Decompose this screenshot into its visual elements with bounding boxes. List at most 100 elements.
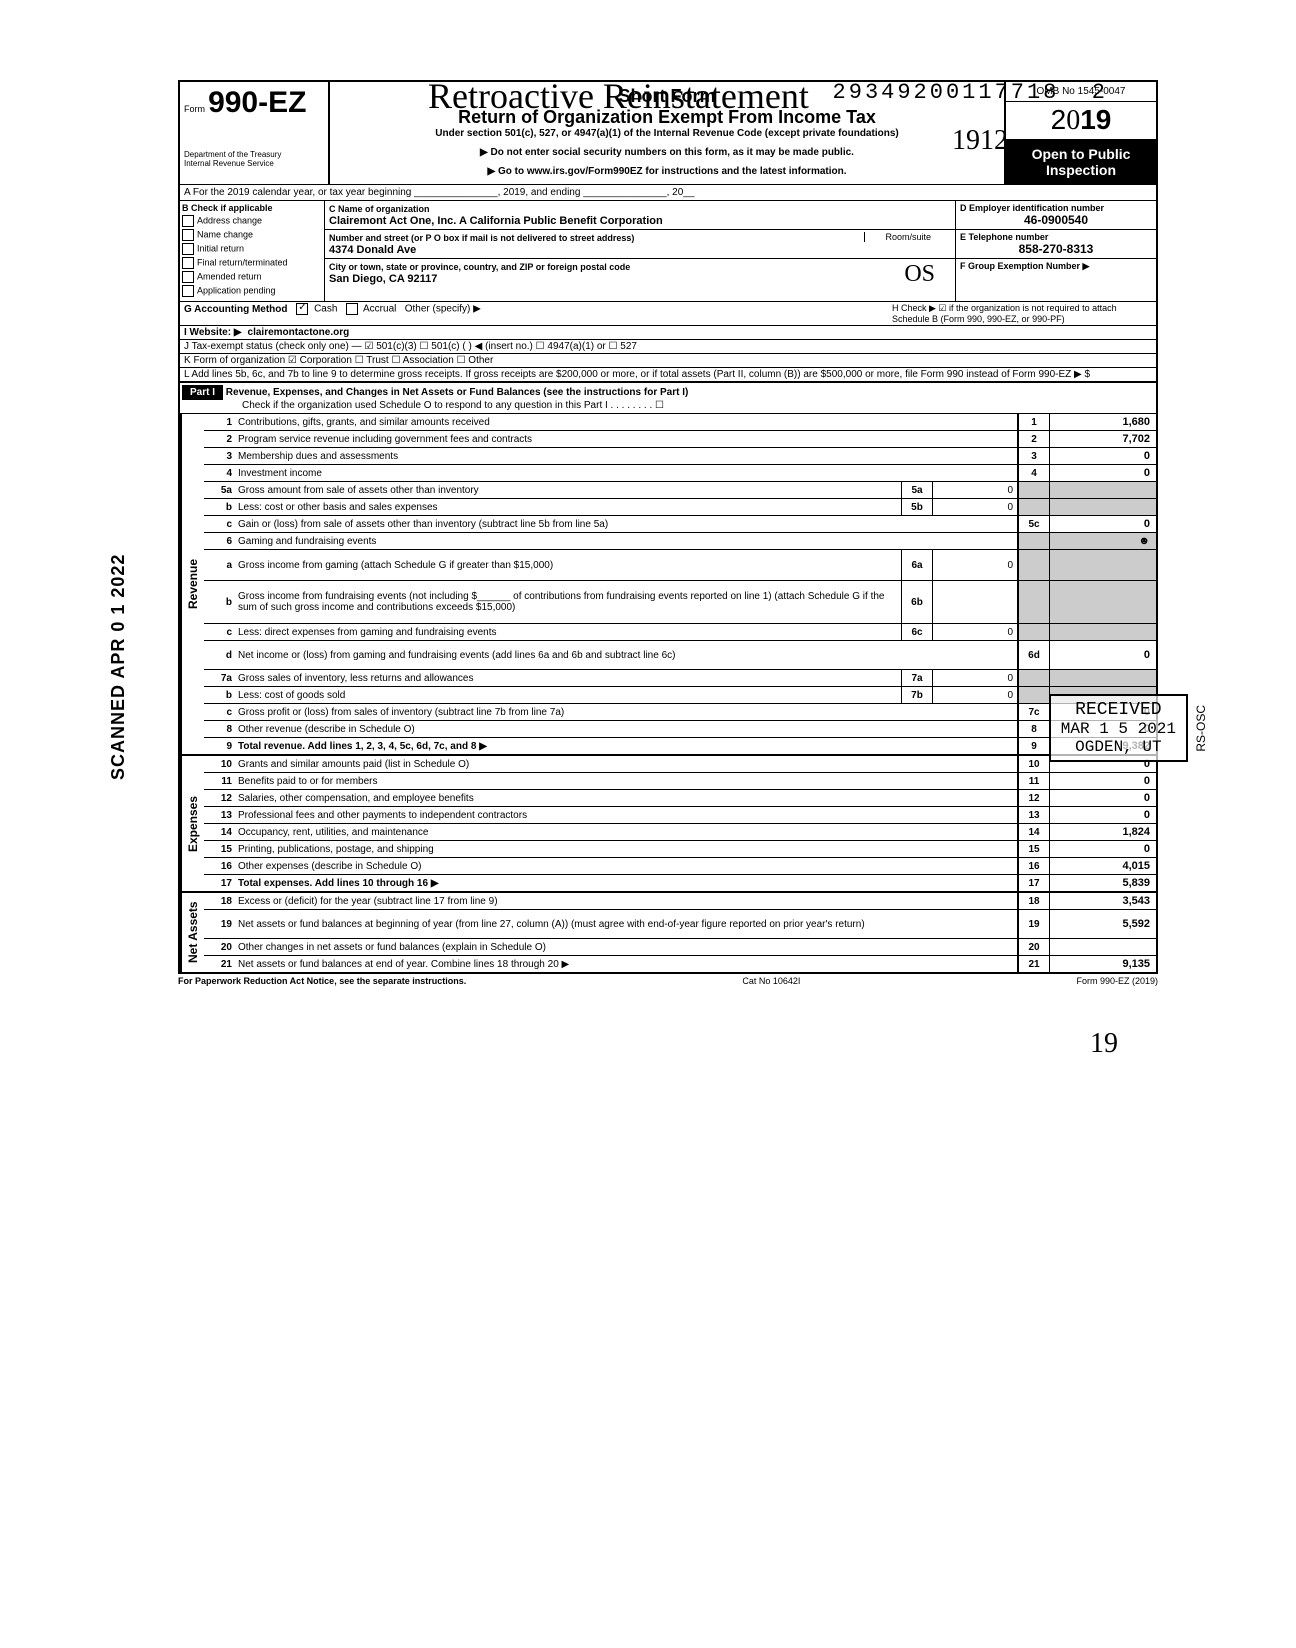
handwritten-year: 1912 — [952, 125, 1008, 157]
line-19-value: 5,592 — [1049, 910, 1156, 938]
received-stamp: RECEIVED MAR 1 5 2021 OGDEN, UT — [1049, 694, 1188, 762]
address-value: 4374 Donald Ave — [329, 244, 416, 256]
line-5a-subbox: 5a — [901, 482, 932, 498]
line-4-num: 4 — [204, 468, 238, 479]
row-g-h: G Accounting Method Cash Accrual Other (… — [180, 302, 1156, 326]
line-17-desc: Total expenses. Add lines 10 through 16 … — [238, 878, 1017, 889]
part1-title: Revenue, Expenses, and Changes in Net As… — [226, 387, 689, 398]
line-17-box: 17 — [1017, 875, 1049, 891]
line-11-num: 11 — [204, 776, 238, 787]
line-7c-box: 7c — [1017, 704, 1049, 720]
doc-id-suffix: 2 — [1092, 80, 1108, 105]
handwritten-page-number: 19 — [178, 1028, 1118, 1060]
line-5b-num: b — [204, 502, 238, 513]
line-1-num: 1 — [204, 417, 238, 428]
line-5b-subval: 0 — [932, 499, 1017, 515]
line-a-tax-year: A For the 2019 calendar year, or tax yea… — [178, 184, 1158, 200]
checkbox-cash[interactable] — [296, 303, 308, 315]
line-6c-num: c — [204, 627, 238, 638]
row-h: H Check ▶ ☑ if the organization is not r… — [892, 303, 1152, 324]
line-13-box: 13 — [1017, 807, 1049, 823]
part1-check: Check if the organization used Schedule … — [242, 400, 664, 411]
address-label: Number and street (or P O box if mail is… — [329, 233, 634, 243]
line-2-num: 2 — [204, 434, 238, 445]
checkbox-address-change[interactable]: Address change — [182, 215, 322, 227]
line-7c-num: c — [204, 707, 238, 718]
city-label: City or town, state or province, country… — [329, 262, 630, 272]
checkbox-final-return[interactable]: Final return/terminated — [182, 257, 322, 269]
line-16-box: 16 — [1017, 858, 1049, 874]
part1-header-row: Part I Revenue, Expenses, and Changes in… — [178, 383, 1158, 414]
line-11-value: 0 — [1049, 773, 1156, 789]
line-7a-subval: 0 — [932, 670, 1017, 686]
line-10-desc: Grants and similar amounts paid (list in… — [238, 759, 1017, 770]
line-7b-num: b — [204, 690, 238, 701]
line-19-desc: Net assets or fund balances at beginning… — [238, 919, 1017, 930]
line-19-box: 19 — [1017, 910, 1049, 938]
line-7b-desc: Less: cost of goods sold — [238, 690, 901, 701]
line-15-desc: Printing, publications, postage, and shi… — [238, 844, 1017, 855]
line-10-box: 10 — [1017, 756, 1049, 772]
ein-value: 46-0900540 — [960, 213, 1152, 227]
checkbox-name-change[interactable]: Name change — [182, 229, 322, 241]
ein-label: D Employer identification number — [960, 203, 1104, 213]
line-7b-subval: 0 — [932, 687, 1017, 703]
line-13-value: 0 — [1049, 807, 1156, 823]
ein-phone-box: D Employer identification number 46-0900… — [955, 201, 1156, 301]
line-2-box: 2 — [1017, 431, 1049, 447]
check-if-applicable: B Check if applicable Address change Nam… — [180, 201, 325, 301]
line-1-value: 1,680 — [1049, 414, 1156, 430]
line-6-num: 6 — [204, 536, 238, 547]
line-7b-subbox: 7b — [901, 687, 932, 703]
line-2-value: 7,702 — [1049, 431, 1156, 447]
tax-year: 20201919 — [1006, 102, 1156, 140]
line-7a-num: 7a — [204, 673, 238, 684]
line-6c-subbox: 6c — [901, 624, 932, 640]
line-11-desc: Benefits paid to or for members — [238, 776, 1017, 787]
line-6a-num: a — [204, 560, 238, 571]
line-6a-value-shaded — [1049, 550, 1156, 580]
line-15-box: 15 — [1017, 841, 1049, 857]
line-1-box: 1 — [1017, 414, 1049, 430]
department-label: Department of the Treasury Internal Reve… — [184, 150, 324, 168]
line-6-desc: Gaming and fundraising events — [238, 536, 1017, 547]
line-17-value: 5,839 — [1049, 875, 1156, 891]
line-8-desc: Other revenue (describe in Schedule O) — [238, 724, 1017, 735]
line-10-num: 10 — [204, 759, 238, 770]
line-5a-num: 5a — [204, 485, 238, 496]
line-4-box: 4 — [1017, 465, 1049, 481]
revenue-section: Revenue 1Contributions, gifts, grants, a… — [178, 414, 1158, 756]
line-7c-desc: Gross profit or (loss) from sales of inv… — [238, 707, 1017, 718]
checkbox-amended-return[interactable]: Amended return — [182, 271, 322, 283]
line-6a-desc: Gross income from gaming (attach Schedul… — [238, 560, 901, 571]
revenue-side-label: Revenue — [180, 414, 204, 754]
city-value: San Diego, CA 92117 — [329, 273, 437, 285]
line-18-box: 18 — [1017, 893, 1049, 909]
line-6b-subval — [932, 581, 1017, 623]
handwritten-os: OS — [904, 261, 935, 288]
line-5b-subbox: 5b — [901, 499, 932, 515]
line-15-num: 15 — [204, 844, 238, 855]
line-14-num: 14 — [204, 827, 238, 838]
line-5a-desc: Gross amount from sale of assets other t… — [238, 485, 901, 496]
line-6b-desc: Gross income from fundraising events (no… — [238, 591, 901, 613]
line-4-desc: Investment income — [238, 468, 1017, 479]
line-21-box: 21 — [1017, 956, 1049, 972]
checkbox-initial-return[interactable]: Initial return — [182, 243, 322, 255]
form-number-box: Form 990-EZ Department of the Treasury I… — [180, 82, 330, 184]
line-21-value: 9,135 — [1049, 956, 1156, 972]
net-assets-section: Net Assets 18Excess or (deficit) for the… — [178, 893, 1158, 974]
line-7a-subbox: 7a — [901, 670, 932, 686]
checkbox-accrual[interactable] — [346, 303, 358, 315]
ssn-warning: ▶ Do not enter social security numbers o… — [338, 147, 996, 158]
line-6c-box-shaded — [1017, 624, 1049, 640]
phone-value: 858-270-8313 — [960, 242, 1152, 256]
rows-g-l: G Accounting Method Cash Accrual Other (… — [178, 302, 1158, 383]
line-3-box: 3 — [1017, 448, 1049, 464]
line-14-box: 14 — [1017, 824, 1049, 840]
line-16-desc: Other expenses (describe in Schedule O) — [238, 861, 1017, 872]
line-7a-value-shaded — [1049, 670, 1156, 686]
received-label: RECEIVED — [1061, 700, 1176, 720]
line-12-num: 12 — [204, 793, 238, 804]
checkbox-application-pending[interactable]: Application pending — [182, 285, 322, 297]
